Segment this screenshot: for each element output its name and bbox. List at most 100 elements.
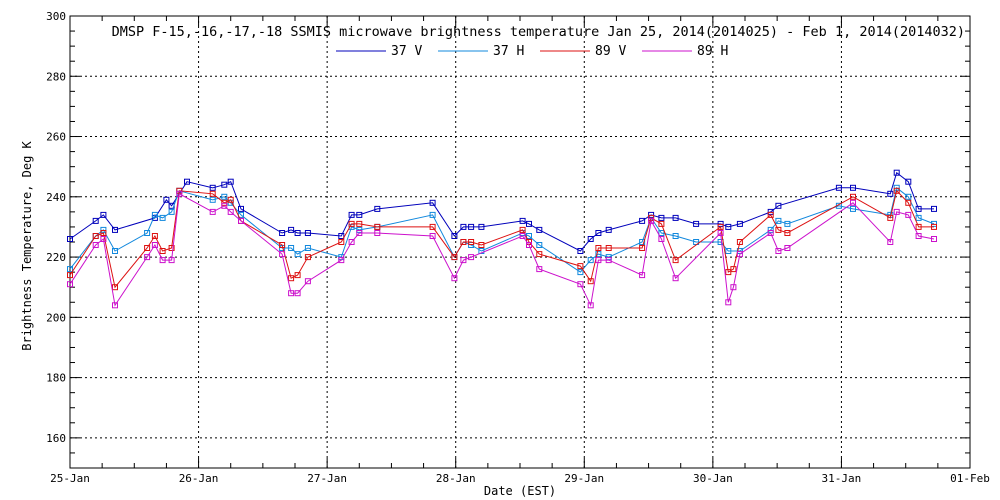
data-point (221, 193, 228, 200)
data-point (526, 242, 532, 248)
series-37v (67, 169, 937, 254)
x-tick-label: 01-Feb (950, 472, 990, 485)
data-point (209, 196, 216, 203)
data-point (288, 290, 295, 297)
legend: 37 V 37 H 89 V 89 H (336, 44, 728, 59)
data-point (451, 233, 458, 239)
data-point (648, 217, 655, 224)
series-line (69, 171, 934, 252)
data-point (100, 236, 107, 242)
data-point (468, 254, 475, 261)
series-line (69, 193, 935, 307)
data-point (279, 251, 286, 258)
data-point (730, 266, 737, 273)
data-point (717, 223, 724, 230)
data-point (144, 230, 151, 236)
data-point (279, 242, 286, 248)
data-point (767, 211, 774, 218)
data-point (238, 205, 244, 212)
data-point (227, 208, 234, 215)
data-point (639, 239, 646, 245)
data-point (478, 242, 485, 248)
legend-label-37v: 37 V (391, 44, 422, 59)
data-point (227, 196, 234, 203)
data-point (429, 211, 436, 218)
data-point (294, 272, 301, 279)
data-point (850, 199, 856, 206)
data-point (151, 233, 158, 239)
data-point (168, 257, 175, 264)
x-axis-label: Date (EST) (484, 484, 556, 498)
x-tick-label: 31-Jan (822, 472, 862, 485)
data-point (887, 239, 894, 245)
data-point (595, 245, 602, 251)
data-point (100, 226, 107, 233)
data-point (460, 257, 467, 264)
data-point (915, 223, 922, 230)
data-point (658, 214, 665, 221)
data-point (672, 233, 679, 239)
data-point (451, 254, 458, 261)
data-point (159, 248, 166, 254)
data-point (850, 193, 856, 200)
data-point (279, 230, 286, 236)
data-point (577, 248, 584, 254)
data-point (184, 178, 190, 185)
data-point (468, 223, 475, 230)
data-point (605, 226, 612, 233)
data-point (893, 187, 900, 194)
x-tick-label: 29-Jan (564, 472, 604, 485)
data-point (775, 202, 782, 209)
data-point (348, 239, 355, 245)
data-point (587, 278, 594, 285)
y-tick-label: 180 (46, 372, 66, 385)
data-point (460, 223, 467, 230)
series-line (69, 189, 934, 289)
data-point (905, 199, 912, 206)
data-point (717, 230, 724, 236)
data-point (587, 257, 594, 264)
y-tick-label: 260 (46, 131, 66, 144)
data-point (429, 233, 436, 239)
data-point (112, 226, 118, 233)
data-point (168, 208, 175, 215)
series-37h (67, 184, 937, 276)
data-point (850, 184, 856, 191)
data-point (356, 226, 363, 233)
data-point (288, 226, 295, 233)
data-point (112, 284, 118, 291)
data-point (209, 184, 216, 191)
data-point (905, 178, 912, 185)
data-point (725, 223, 732, 230)
data-point (356, 230, 363, 236)
data-point (672, 257, 679, 264)
data-point (725, 299, 732, 306)
data-point (468, 239, 475, 245)
data-point (536, 251, 543, 258)
data-point (905, 193, 912, 200)
data-point (429, 223, 436, 230)
data-point (92, 233, 99, 239)
x-tick-label: 26-Jan (179, 472, 219, 485)
data-point (931, 223, 937, 230)
data-point (536, 226, 543, 233)
data-point (931, 205, 937, 212)
data-point (595, 230, 602, 236)
data-point (144, 254, 151, 261)
data-point (356, 211, 363, 218)
legend-item-37v: 37 V (336, 44, 422, 59)
data-point (159, 214, 166, 221)
legend-item-37h: 37 H (438, 44, 524, 59)
y-tick-label: 220 (46, 251, 66, 264)
data-point (238, 217, 244, 224)
data-point (577, 269, 584, 276)
data-point (915, 205, 922, 212)
data-point (294, 290, 301, 297)
series-line (69, 186, 935, 273)
data-point (519, 233, 526, 239)
data-point (304, 278, 311, 285)
data-point (144, 245, 151, 251)
data-point (100, 230, 107, 236)
data-point (338, 233, 345, 239)
series-89h (67, 190, 937, 309)
